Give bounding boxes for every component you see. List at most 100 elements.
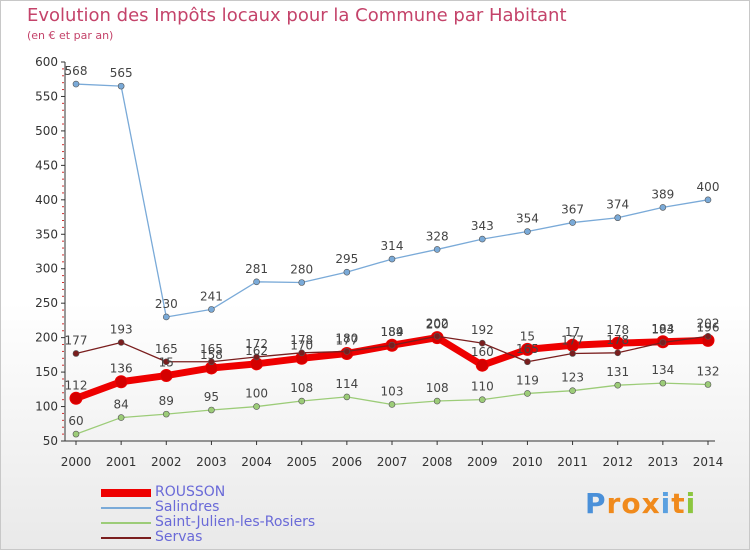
data-label: 196 <box>697 320 720 334</box>
x-tick-label: 2000 <box>61 455 92 469</box>
line-chart: 50 100 150 200 250 300 350 400 450 500 550 600 2000 2… <box>35 55 724 469</box>
data-label: 165 <box>155 342 178 356</box>
data-point <box>162 410 170 418</box>
logo-letter: r <box>606 487 622 520</box>
chart-legend: ROUSSON Salindres Saint-Julien-les-Rosie… <box>101 484 361 545</box>
y-tick-label: 600 <box>35 55 58 69</box>
data-label: 108 <box>426 381 449 395</box>
x-tick-label: 2007 <box>377 455 408 469</box>
y-tick-label: 550 <box>35 89 58 103</box>
y-tick-label: 450 <box>35 158 58 172</box>
legend-label-rousson: ROUSSON <box>155 484 226 500</box>
data-label: 162 <box>245 344 268 358</box>
logo-letter: x <box>641 487 661 520</box>
data-label: 165 <box>200 342 223 356</box>
y-tick-label: 150 <box>35 365 58 379</box>
proxiti-logo: Proxiti <box>585 487 696 520</box>
data-label: 110 <box>471 380 494 394</box>
data-label: 202 <box>697 316 720 330</box>
data-point <box>433 332 441 340</box>
data-point <box>253 353 260 361</box>
data-label: 180 <box>335 331 358 345</box>
data-point <box>659 204 667 211</box>
data-label: 158 <box>200 348 223 362</box>
data-point <box>388 341 396 349</box>
data-label: 280 <box>290 263 313 277</box>
data-label: 202 <box>426 316 449 330</box>
x-tick-label: 2014 <box>693 455 724 469</box>
data-point <box>72 80 80 88</box>
data-point <box>388 401 396 408</box>
y-tick-label: 250 <box>35 296 58 310</box>
data-point <box>298 279 306 286</box>
data-point <box>72 350 80 357</box>
data-label: 100 <box>245 387 268 401</box>
data-label: 354 <box>516 212 539 226</box>
data-label: 15 <box>159 356 174 370</box>
data-label: 89 <box>159 394 174 408</box>
data-label: 134 <box>651 363 674 377</box>
data-label: 160 <box>471 345 494 359</box>
data-label: 328 <box>426 229 449 243</box>
data-label: 178 <box>606 323 629 337</box>
x-tick-label: 2010 <box>512 455 543 469</box>
data-label: 132 <box>697 364 720 378</box>
data-point <box>524 390 531 397</box>
data-point <box>114 375 128 389</box>
data-label: 189 <box>381 325 404 339</box>
data-point <box>659 339 667 346</box>
legend-swatch-salindres <box>101 507 151 509</box>
data-point <box>659 379 667 387</box>
legend-item-salindres[interactable]: Salindres <box>101 499 361 515</box>
data-label: 172 <box>245 337 268 351</box>
series-layer <box>69 80 715 438</box>
data-point <box>475 358 489 372</box>
y-tick-label: 200 <box>35 331 58 345</box>
y-tick-label: 500 <box>35 124 58 138</box>
data-point <box>433 397 441 405</box>
data-point <box>704 332 712 340</box>
data-point <box>69 391 83 405</box>
data-point <box>208 358 215 366</box>
chart-title: Evolution des Impôts locaux pour la Comm… <box>27 5 567 26</box>
data-point <box>253 278 260 286</box>
legend-item-servas[interactable]: Servas <box>101 529 361 545</box>
data-labels-layer: 568 565 230 241 281 280 295 314 328 343 354 367 374 3… <box>65 64 720 428</box>
logo-letter: o <box>621 487 642 520</box>
data-point <box>478 339 486 347</box>
data-label: 178 <box>606 333 629 347</box>
data-point <box>159 369 173 383</box>
data-point <box>162 313 170 321</box>
x-tick-label: 2008 <box>422 455 453 469</box>
data-label: 192 <box>471 323 494 337</box>
data-label: 177 <box>335 333 358 347</box>
data-label: 84 <box>114 398 129 412</box>
data-point <box>569 350 576 357</box>
data-label: 103 <box>381 384 404 398</box>
data-point <box>298 349 306 357</box>
legend-item-rousson[interactable]: ROUSSON <box>101 484 361 500</box>
x-tick-label: 2003 <box>196 455 227 469</box>
x-tick-label: 2011 <box>557 455 588 469</box>
legend-swatch-saint-julien <box>101 522 151 524</box>
data-label: 131 <box>606 365 629 379</box>
x-tick-label: 2001 <box>106 455 137 469</box>
y-tick-label: 300 <box>35 262 58 276</box>
data-point <box>614 349 622 357</box>
data-point <box>117 414 125 421</box>
data-label: 565 <box>110 66 133 80</box>
x-tick-label: 2002 <box>151 455 182 469</box>
data-point <box>569 219 576 226</box>
data-point <box>72 430 80 438</box>
data-point <box>704 381 712 388</box>
legend-swatch-servas <box>101 537 151 539</box>
y-tick-label: 350 <box>35 227 58 241</box>
data-label: 184 <box>651 322 674 336</box>
data-label: 230 <box>155 297 178 311</box>
data-point <box>343 268 351 276</box>
data-label: 177 <box>561 333 584 347</box>
data-label: 123 <box>561 371 584 385</box>
data-point <box>117 339 125 346</box>
data-point <box>614 381 622 389</box>
legend-item-saint-julien[interactable]: Saint-Julien-les-Rosiers <box>101 514 361 530</box>
